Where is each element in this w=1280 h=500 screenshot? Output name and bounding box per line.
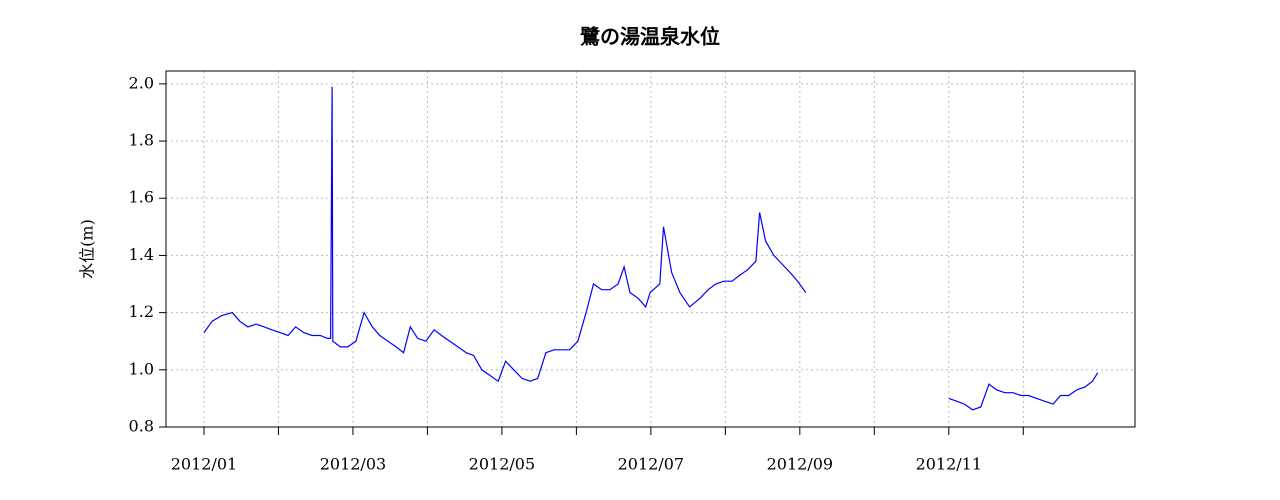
x-tick-label: 2012/01 (171, 455, 237, 474)
chart-title: 鷺の湯温泉水位 (580, 25, 720, 49)
x-tick-label: 2012/07 (618, 455, 684, 474)
y-axis-label: 水位(m) (78, 219, 97, 279)
y-tick-label: 1.6 (129, 188, 154, 207)
x-tick-label: 2012/03 (320, 455, 386, 474)
x-tick-label: 2012/05 (469, 455, 535, 474)
y-tick-label: 1.2 (129, 302, 154, 321)
y-tick-label: 2.0 (129, 73, 154, 92)
y-tick-label: 0.8 (129, 417, 154, 436)
plot-frame (165, 70, 1136, 428)
data-line (203, 86, 807, 383)
x-tick-label: 2012/11 (916, 455, 982, 474)
y-tick-label: 1.0 (129, 359, 154, 378)
data-line (948, 372, 1099, 411)
y-tick-label: 1.4 (129, 245, 154, 264)
y-tick-label: 1.8 (129, 131, 154, 150)
x-tick-label: 2012/09 (767, 455, 833, 474)
